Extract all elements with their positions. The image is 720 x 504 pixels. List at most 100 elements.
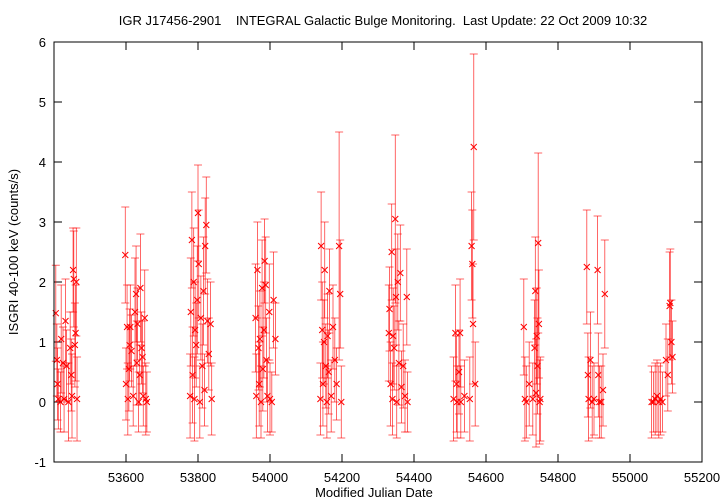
x-marker	[207, 320, 214, 328]
data-point	[668, 320, 677, 394]
data-point	[316, 362, 325, 436]
x-marker	[193, 296, 201, 304]
x-marker	[270, 296, 277, 304]
data-point	[329, 284, 337, 370]
data-point	[647, 365, 656, 439]
x-marker	[461, 392, 468, 400]
x-marker	[73, 395, 81, 403]
data-point	[121, 206, 130, 304]
plot-frame	[53, 41, 703, 463]
x-marker	[587, 356, 594, 364]
x-marker	[584, 371, 592, 379]
x-marker	[265, 308, 273, 316]
data-point	[253, 221, 262, 319]
x-axis-label: Modified Julian Date	[315, 485, 433, 500]
data-point	[451, 284, 460, 382]
x-marker	[669, 353, 676, 361]
x-marker	[54, 380, 61, 388]
data-point	[207, 362, 216, 436]
data-point	[469, 53, 478, 241]
x-marker	[65, 398, 72, 406]
y-tick-label: 4	[39, 155, 46, 170]
x-marker	[594, 371, 602, 379]
data-points	[51, 53, 677, 448]
y-tick-label: -1	[34, 455, 46, 470]
x-tick-label: 54200	[324, 470, 360, 485]
data-point	[387, 203, 396, 301]
x-marker	[121, 251, 129, 259]
y-tick-label: 0	[39, 395, 46, 410]
data-point	[261, 236, 270, 334]
x-marker	[202, 221, 210, 229]
data-point	[525, 341, 534, 427]
x-marker	[385, 329, 393, 337]
x-tick-label: 53600	[108, 470, 144, 485]
data-point	[471, 341, 480, 427]
x-marker	[404, 398, 411, 406]
x-tick-label: 54400	[396, 470, 432, 485]
data-point	[651, 362, 660, 436]
x-marker	[72, 329, 79, 337]
data-point	[658, 371, 667, 433]
x-marker	[396, 269, 404, 277]
x-marker	[186, 392, 194, 400]
y-axis-ticks: -1 0 1 2 3 4 5 6	[34, 35, 702, 470]
x-marker	[335, 242, 343, 250]
x-marker	[529, 395, 537, 403]
data-point	[132, 245, 141, 343]
x-marker	[69, 266, 77, 274]
x-marker	[390, 344, 398, 352]
data-point	[126, 284, 135, 370]
x-marker	[124, 395, 132, 403]
x-marker	[468, 242, 475, 250]
x-marker	[388, 248, 396, 256]
data-point	[265, 263, 274, 361]
x-marker	[336, 290, 344, 298]
x-marker	[583, 263, 591, 271]
data-point	[201, 197, 210, 295]
x-marker	[129, 392, 137, 400]
x-marker	[395, 359, 403, 367]
data-point	[52, 323, 61, 397]
data-point	[57, 284, 66, 394]
x-marker	[262, 281, 270, 289]
data-point	[467, 191, 476, 301]
y-tick-label: 3	[39, 215, 46, 230]
data-point	[67, 338, 76, 412]
data-point	[142, 371, 151, 433]
x-marker	[391, 215, 399, 223]
x-marker	[457, 398, 465, 406]
x-marker	[60, 395, 68, 403]
x-tick-label: 55200	[684, 470, 720, 485]
data-point	[202, 176, 211, 274]
x-marker	[601, 290, 609, 298]
x-marker	[141, 314, 149, 322]
x-marker	[327, 392, 335, 400]
x-marker	[471, 380, 479, 388]
data-point	[53, 347, 62, 421]
data-point	[336, 239, 345, 349]
chart-title: IGR J17456-2901 INTEGRAL Galactic Bulge …	[119, 13, 647, 28]
x-marker	[326, 287, 333, 295]
x-tick-label: 55000	[612, 470, 648, 485]
data-point	[667, 299, 676, 385]
x-marker	[187, 308, 195, 316]
x-marker	[134, 320, 141, 328]
data-point	[385, 266, 394, 352]
data-point	[134, 371, 143, 433]
data-point	[335, 131, 344, 361]
data-point	[465, 356, 474, 442]
x-marker	[666, 299, 674, 307]
data-point	[391, 134, 400, 304]
x-marker	[659, 398, 666, 406]
x-marker	[143, 398, 151, 406]
y-tick-label: 1	[39, 335, 46, 350]
x-marker	[317, 395, 324, 403]
x-tick-label: 54800	[540, 470, 576, 485]
data-point	[325, 248, 334, 334]
data-point	[193, 245, 202, 355]
data-point	[584, 356, 593, 442]
x-marker	[537, 395, 544, 403]
x-marker	[72, 278, 80, 286]
